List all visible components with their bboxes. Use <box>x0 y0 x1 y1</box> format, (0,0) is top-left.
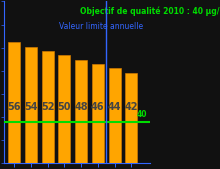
Bar <box>125 73 137 163</box>
Bar <box>25 47 37 163</box>
Text: 48: 48 <box>74 102 88 112</box>
Text: Valeur limite annuelle: Valeur limite annuelle <box>59 22 144 31</box>
Bar <box>75 60 87 163</box>
Text: 40: 40 <box>137 110 147 119</box>
Bar <box>108 68 121 163</box>
Text: 56: 56 <box>7 102 21 112</box>
Bar <box>8 42 20 163</box>
Text: 42: 42 <box>125 102 138 112</box>
Text: 54: 54 <box>24 102 38 112</box>
Bar <box>92 64 104 163</box>
Bar <box>58 55 70 163</box>
Text: 44: 44 <box>108 102 121 112</box>
Bar <box>42 51 54 163</box>
Text: Objectif de qualité 2010 : 40 µg/m²: Objectif de qualité 2010 : 40 µg/m² <box>80 6 220 16</box>
Text: 52: 52 <box>41 102 54 112</box>
Text: 46: 46 <box>91 102 104 112</box>
Text: 50: 50 <box>58 102 71 112</box>
